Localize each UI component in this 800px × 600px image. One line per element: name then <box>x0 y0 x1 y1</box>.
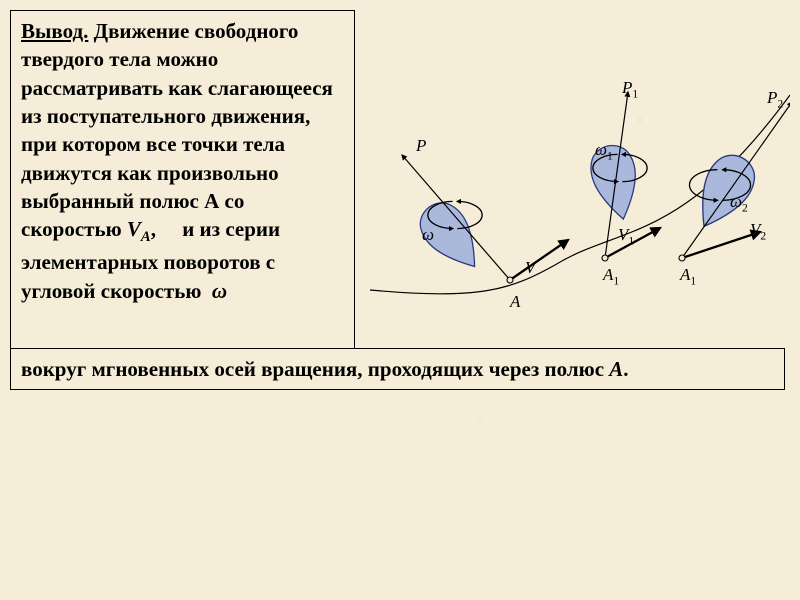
pole-point-2 <box>679 255 685 261</box>
pole-point-1 <box>602 255 608 261</box>
label-P2: P2 <box>767 88 783 110</box>
text-part-3: вокруг мгновенных осей вращения, проходя… <box>21 357 609 381</box>
label-w2: ω2 <box>730 192 748 214</box>
label-V2: V2 <box>750 220 766 242</box>
lead-word: Вывод. <box>21 19 88 43</box>
va-symbol: VA <box>127 217 151 241</box>
label-A1b: A1 <box>680 265 696 287</box>
label-V1: V1 <box>618 225 634 247</box>
pole-a: А <box>609 357 623 381</box>
text-part-1: Движение свободного твердого тела можно … <box>21 19 333 241</box>
velocity-vector-2 <box>682 232 760 258</box>
label-w: ω <box>422 225 434 245</box>
rotation-axis-0 <box>402 155 510 280</box>
kinematics-diagram: P P1 P2 ω ω1 ω2 V V1 V2 A A1 A1 <box>360 40 790 340</box>
label-V: V <box>525 258 535 278</box>
text-part-4: . <box>623 357 628 381</box>
omega-symbol: ω <box>212 279 227 303</box>
label-A1: A1 <box>603 265 619 287</box>
label-P1: P1 <box>622 78 638 100</box>
label-A: A <box>510 292 520 312</box>
conclusion-box-bottom: вокруг мгновенных осей вращения, проходя… <box>10 348 785 390</box>
label-w1: ω1 <box>595 140 613 162</box>
pole-point-0 <box>507 277 513 283</box>
va-comma: , <box>151 217 156 241</box>
label-P: P <box>416 136 426 156</box>
diagram-svg <box>360 40 790 340</box>
conclusion-box-top: Вывод. Движение свободного твердого тела… <box>10 10 355 350</box>
